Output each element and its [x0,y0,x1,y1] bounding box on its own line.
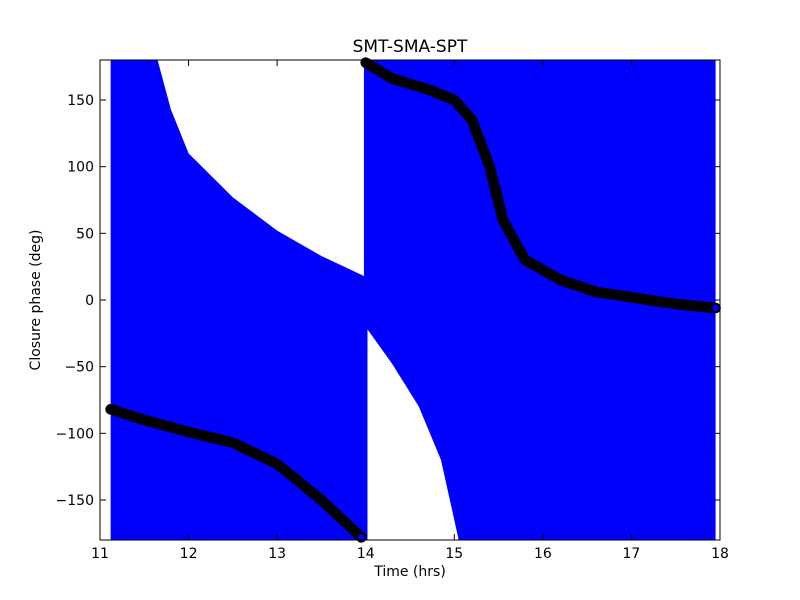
errorbar-gap-upper-left [157,60,364,276]
data-point [710,302,721,314]
errorbar-gap-lower-right [367,329,459,540]
chart-title: SMT-SMA-SPT [353,37,468,57]
y-tick-label: −150 [56,493,94,509]
y-axis: −150 −100 −50 0 50 100 150 [56,93,720,509]
y-tick-label: 50 [76,226,94,242]
x-tick-label: 14 [357,546,375,562]
plot-area [99,57,721,543]
x-tick-label: 13 [268,546,286,562]
x-tick-label: 12 [180,546,198,562]
x-tick-label: 15 [445,546,463,562]
x-tick-label: 17 [623,546,641,562]
x-tick-label: 16 [534,546,552,562]
x-axis: 11 12 13 14 15 16 17 18 [91,60,729,562]
data-points [105,57,721,543]
y-tick-label: −50 [64,360,94,376]
y-axis-label: Closure phase (deg) [28,230,44,371]
x-tick-label: 11 [91,546,109,562]
y-tick-label: 0 [85,293,94,309]
y-tick-label: −100 [56,426,94,442]
x-axis-label: Time (hrs) [373,564,446,580]
y-tick-label: 150 [67,93,94,109]
y-tick-label: 100 [67,160,94,176]
x-tick-label: 18 [711,546,729,562]
